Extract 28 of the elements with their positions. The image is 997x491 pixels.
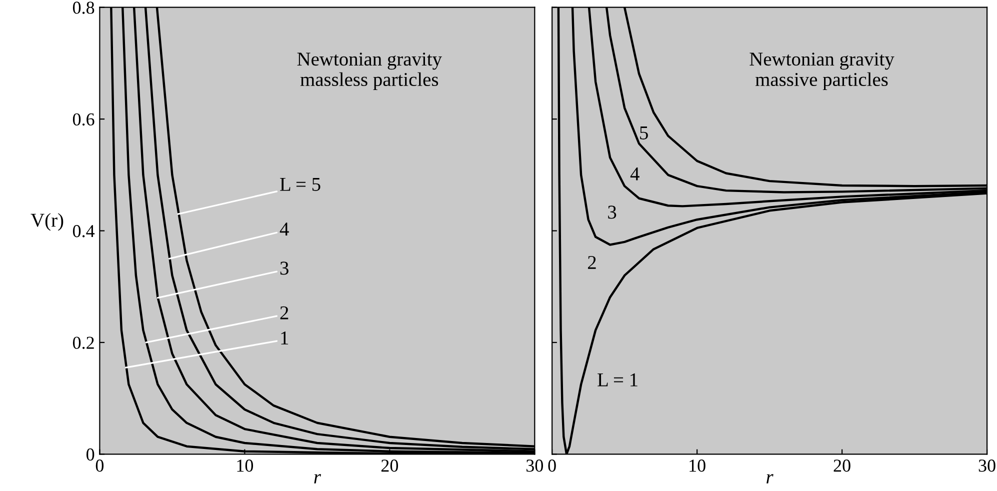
x-axis-title: r [314,474,322,484]
annotation: Newtonian gravity massless particles [297,52,442,90]
y-tick-label: 0 [86,448,94,461]
y-tick-label: 0.8 [72,2,94,14]
annotation: 1 [281,332,288,344]
x-tick-label: 20 [834,460,850,472]
x-tick-label: 0 [548,460,556,472]
annotation: 2 [588,256,596,269]
annotation: Newtonian gravity massive particles [750,52,894,90]
y-tick-label: 0.4 [72,225,95,238]
annotation: L = 1 [598,373,638,386]
x-tick-label: 30 [526,460,544,472]
x-tick-label: 20 [381,460,398,472]
annotation: 4 [630,167,640,180]
annotation: 4 [280,222,289,236]
x-tick-label: 30 [978,460,996,472]
annotation: 3 [608,206,616,219]
annotation: 5 [640,126,648,140]
y-tick-label: 0.2 [72,336,94,349]
annotation: 3 [280,262,288,275]
x-tick-label: 10 [690,460,706,472]
x-tick-label: 0 [96,460,104,472]
y-axis-title: V(r) [30,213,64,231]
y-tick-label: 0.6 [72,113,94,126]
annotation: L = 5 [280,178,320,191]
x-tick-label: 10 [237,460,254,472]
x-axis-title: r [766,474,774,484]
annotation: 2 [280,306,288,320]
